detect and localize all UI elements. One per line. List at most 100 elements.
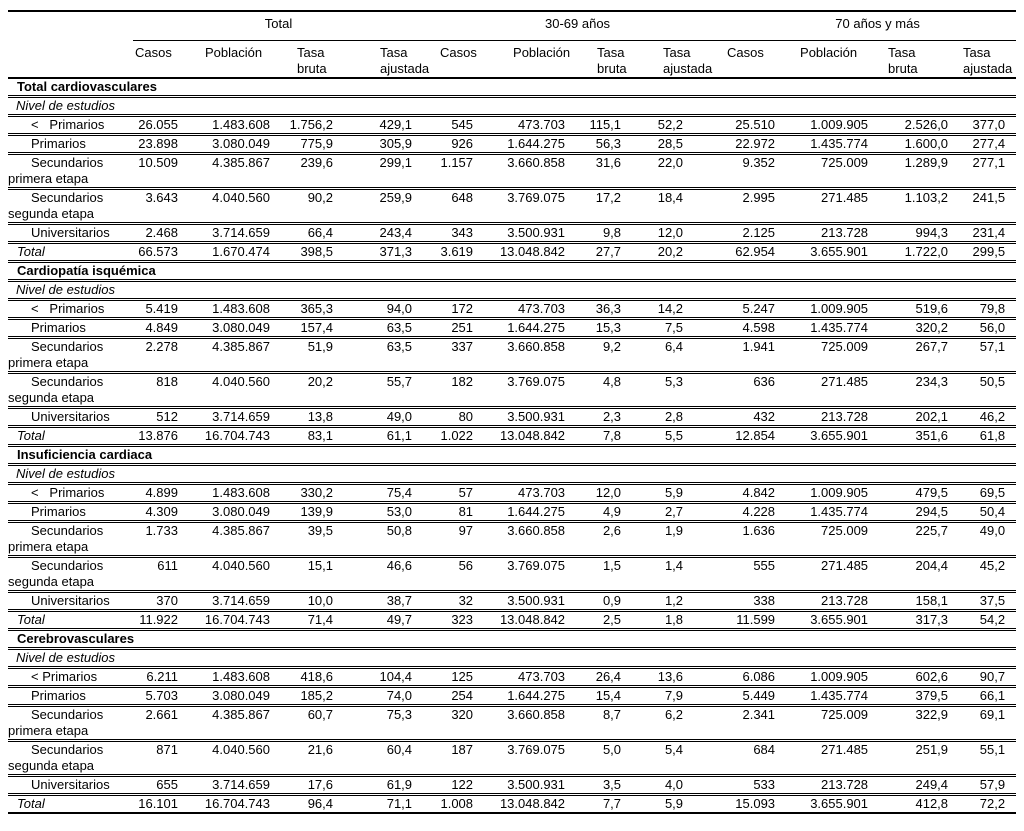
row-label: Primarios xyxy=(8,320,133,339)
cell: 6.211 xyxy=(133,669,190,688)
cell: 80 xyxy=(424,409,486,428)
cell: 182 xyxy=(424,374,486,409)
cell: 271.485 xyxy=(787,374,881,409)
cell: 225,7 xyxy=(880,523,961,558)
column-group-30-69: 30-69 años xyxy=(424,12,696,41)
cell: 12,0 xyxy=(633,225,696,244)
column-header: Casos xyxy=(133,41,190,79)
cell: 122 xyxy=(424,777,486,796)
cell: 7,8 xyxy=(577,428,634,447)
section-subtitle: Nivel de estudios xyxy=(8,98,1017,117)
cell: 202,1 xyxy=(880,409,961,428)
cell: 1.103,2 xyxy=(880,190,961,225)
section-title-row: Insuficiencia cardiaca xyxy=(8,447,1017,466)
cell: 1.435.774 xyxy=(787,504,881,523)
cell: 56 xyxy=(424,558,486,593)
cell: 69,5 xyxy=(960,485,1017,504)
cell: 5,4 xyxy=(633,742,696,777)
cell: 81 xyxy=(424,504,486,523)
cell: 25.510 xyxy=(695,117,788,136)
cell: 2,8 xyxy=(633,409,696,428)
cell: 725.009 xyxy=(787,707,881,742)
cell: 6,2 xyxy=(633,707,696,742)
column-header: Casos xyxy=(424,41,486,79)
row-label: Secundarios segunda etapa xyxy=(8,374,133,409)
cell: 343 xyxy=(424,225,486,244)
cell: 15,3 xyxy=(577,320,634,339)
cell: 61,8 xyxy=(960,428,1017,447)
table-row: < Primarios 26.055 1.483.608 1.756,2 429,1 54… xyxy=(8,117,1017,136)
cell: 271.485 xyxy=(787,190,881,225)
cell: 4.385.867 xyxy=(190,155,282,190)
cell: 3.769.075 xyxy=(485,374,578,409)
section-subtitle-row: Nivel de estudios xyxy=(8,282,1017,301)
section-subtitle: Nivel de estudios xyxy=(8,650,1017,669)
cell: 371,3 xyxy=(345,244,425,263)
row-label: Total xyxy=(8,428,133,447)
table-row: Primarios 4.849 3.080.049 157,4 63,5 251 1.644… xyxy=(8,320,1017,339)
row-label: Primarios xyxy=(8,504,133,523)
cell: 602,6 xyxy=(880,669,961,688)
cell: 61,9 xyxy=(345,777,425,796)
cell: 157,4 xyxy=(282,320,345,339)
row-label: Secundarios primera etapa xyxy=(8,155,133,190)
cell: 50,8 xyxy=(345,523,425,558)
cell: 49,7 xyxy=(345,612,425,631)
cell: 15,4 xyxy=(577,688,634,707)
cell: 3.655.901 xyxy=(787,796,881,814)
cell: 871 xyxy=(133,742,190,777)
cell: 277,1 xyxy=(960,155,1017,190)
table-row: Secundarios segunda etapa 611 4.040.560 15,… xyxy=(8,558,1017,593)
cell: 22.972 xyxy=(695,136,788,155)
cell: 3.714.659 xyxy=(190,225,282,244)
cell: 2,3 xyxy=(577,409,634,428)
cell: 3.660.858 xyxy=(485,339,578,374)
cell: 1.941 xyxy=(695,339,788,374)
row-label: Secundarios segunda etapa xyxy=(8,558,133,593)
cell: 725.009 xyxy=(787,155,881,190)
row-label: Total xyxy=(8,612,133,631)
cell: 249,4 xyxy=(880,777,961,796)
cell: 3.660.858 xyxy=(485,523,578,558)
cell: 555 xyxy=(695,558,788,593)
column-header: Casos xyxy=(695,41,788,79)
cell: 90,7 xyxy=(960,669,1017,688)
cell: 320 xyxy=(424,707,486,742)
cell: 2.125 xyxy=(695,225,788,244)
cell: 7,7 xyxy=(577,796,634,814)
cell: 251,9 xyxy=(880,742,961,777)
cell: 12,0 xyxy=(577,485,634,504)
row-label: < Primarios xyxy=(8,669,133,688)
cell: 1.009.905 xyxy=(787,485,881,504)
cell: 365,3 xyxy=(282,301,345,320)
cell: 4.040.560 xyxy=(190,190,282,225)
cell: 655 xyxy=(133,777,190,796)
cell: 239,6 xyxy=(282,155,345,190)
cell: 3.660.858 xyxy=(485,707,578,742)
cell: 2.995 xyxy=(695,190,788,225)
section-title: Insuficiencia cardiaca xyxy=(8,447,1017,466)
cell: 2.341 xyxy=(695,707,788,742)
table-row: Universitarios 370 3.714.659 10,0 38,7 32 3.50… xyxy=(8,593,1017,612)
cell: 3.500.931 xyxy=(485,225,578,244)
cell: 94,0 xyxy=(345,301,425,320)
cell: 5,9 xyxy=(633,796,696,814)
cell: 13.876 xyxy=(133,428,190,447)
table-row: Secundarios segunda etapa 818 4.040.560 20,… xyxy=(8,374,1017,409)
cell: 3.080.049 xyxy=(190,136,282,155)
cell: 254 xyxy=(424,688,486,707)
cell: 1,9 xyxy=(633,523,696,558)
cell: 6,4 xyxy=(633,339,696,374)
cell: 1,8 xyxy=(633,612,696,631)
row-label: Universitarios xyxy=(8,593,133,612)
cell: 3.080.049 xyxy=(190,504,282,523)
cell: 55,1 xyxy=(960,742,1017,777)
cell: 1.644.275 xyxy=(485,504,578,523)
row-label: < Primarios xyxy=(8,301,133,320)
cell: 13.048.842 xyxy=(485,244,578,263)
cell: 1.009.905 xyxy=(787,117,881,136)
column-header: Tasa ajustada xyxy=(345,41,429,79)
cell: 1.435.774 xyxy=(787,320,881,339)
cell: 55,7 xyxy=(345,374,425,409)
cell: 22,0 xyxy=(633,155,696,190)
